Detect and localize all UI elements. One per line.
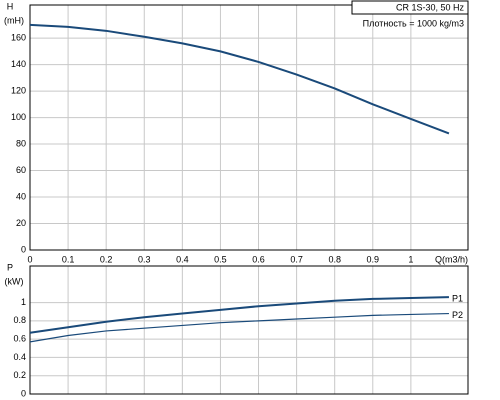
y-axis-unit: (kW) bbox=[5, 276, 24, 286]
x-tick-label: 0.5 bbox=[214, 254, 227, 264]
curve bbox=[29, 296, 449, 334]
plot-frame bbox=[29, 265, 469, 395]
y-tick-label: 40 bbox=[16, 191, 26, 201]
x-axis-label: Q(m3/h) bbox=[435, 254, 468, 264]
y-tick-label: 0.8 bbox=[13, 315, 26, 325]
y-tick-label: 0 bbox=[21, 388, 26, 398]
x-tick-label: 0 bbox=[27, 254, 32, 264]
y-tick-label: 0 bbox=[21, 244, 26, 254]
y-tick-label: 160 bbox=[11, 32, 26, 42]
x-tick-label: 0.2 bbox=[100, 254, 113, 264]
curve bbox=[29, 23, 450, 135]
curve bbox=[29, 312, 449, 343]
x-tick-label: 0.1 bbox=[62, 254, 75, 264]
x-tick-label: 0.9 bbox=[367, 254, 380, 264]
x-tick-label: 1 bbox=[408, 254, 413, 264]
y-tick-label: 1 bbox=[21, 297, 26, 307]
x-tick-label: 0.7 bbox=[290, 254, 303, 264]
series-label: P2 bbox=[452, 310, 463, 320]
y-axis-label: H bbox=[7, 1, 14, 11]
y-axis-label: P bbox=[7, 262, 13, 272]
y-tick-label: 80 bbox=[16, 138, 26, 148]
y-tick-label: 100 bbox=[11, 112, 26, 122]
x-tick-label: 0.4 bbox=[176, 254, 189, 264]
y-tick-label: 20 bbox=[16, 218, 26, 228]
x-tick-label: 0.6 bbox=[252, 254, 265, 264]
y-tick-label: 0.4 bbox=[13, 352, 26, 362]
annotation: Плотность = 1000 kg/m3 bbox=[363, 18, 464, 28]
chart-title: CR 1S-30, 50 Hz bbox=[396, 2, 465, 12]
y-axis-unit: (mH) bbox=[4, 15, 24, 25]
y-tick-label: 60 bbox=[16, 165, 26, 175]
series-label: P1 bbox=[452, 293, 463, 303]
x-tick-label: 0.8 bbox=[328, 254, 341, 264]
legend-box bbox=[351, 0, 469, 15]
y-tick-label: 140 bbox=[11, 59, 26, 69]
y-tick-label: 0.6 bbox=[13, 334, 26, 344]
x-tick-label: 0.3 bbox=[138, 254, 151, 264]
y-tick-label: 120 bbox=[11, 85, 26, 95]
y-tick-label: 0.2 bbox=[13, 370, 26, 380]
plot-frame bbox=[29, 4, 469, 251]
